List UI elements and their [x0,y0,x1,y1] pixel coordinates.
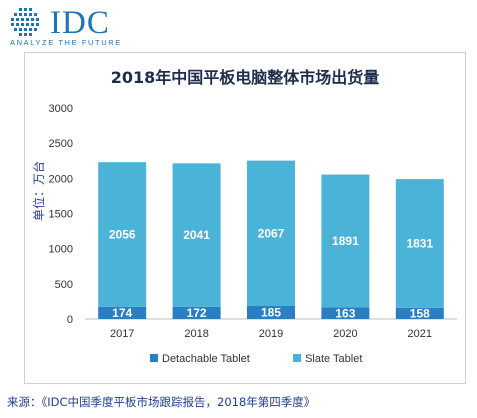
globe-logo-icon [11,8,39,36]
source-note: 来源：《IDC中国季度平板市场跟踪报告，2018年第四季度》 [7,395,316,409]
y-tick-label: 3000 [49,103,73,115]
bar-detachable-2018 [172,306,221,319]
x-axis: 2017 2018 2019 2020 2021 [110,328,432,340]
x-tick-label: 2018 [184,328,208,340]
y-tick-label: 2500 [49,138,73,150]
idc-logo: IDC ANALYZE THE FUTURE [6,4,126,48]
bar-data-label: 1831 [406,236,433,250]
bar-data-label: 174 [112,306,132,320]
bar-data-label: 163 [335,306,355,320]
legend-entry: Detachable Tablet [162,353,250,365]
legend-entry: Slate Tablet [305,353,362,365]
x-tick-label: 2017 [110,328,134,340]
bar-detachable-2019 [247,305,295,319]
bar-data-label: 2067 [258,226,285,240]
logo-wordmark: IDC [50,5,110,41]
y-tick-label: 1000 [49,244,73,256]
x-tick-label: 2021 [408,328,432,340]
bar-slate-2019 [247,160,295,306]
chart-title: 2018年中国平板电脑整体市场出货量 [111,68,380,87]
bar-data-label: 1891 [332,234,359,248]
bar-slate-2018 [172,163,221,307]
chart-panel: 2018年中国平板电脑整体市场出货量 单位：万台 0 500 1000 1500 200… [24,52,466,384]
bar-slate-2017 [98,162,147,307]
x-tick-label: 2019 [259,328,283,340]
bar-detachable-2020 [321,307,370,319]
bar-data-label: 2041 [183,228,210,242]
y-tick-label: 2000 [49,173,73,185]
x-tick-label: 2020 [333,328,357,340]
legend-swatch [293,354,302,362]
y-tick-label: 500 [55,279,73,291]
bar-detachable-2021 [395,307,444,319]
stacked-bar-chart: 2018年中国平板电脑整体市场出货量 单位：万台 0 500 1000 1500 200… [31,68,457,365]
bar-data-label: 158 [410,306,430,320]
bar-slate-2020 [321,174,370,308]
bars: 174 2056 172 2041 185 2067 163 1891 158 1831 [98,160,444,320]
bar-data-label: 185 [261,305,281,319]
bar-slate-2021 [395,179,444,308]
bar-data-label: 2056 [109,227,136,241]
legend-swatch [150,354,158,362]
y-tick-label: 1500 [49,209,73,221]
y-axis-label: 单位：万台 [31,161,46,221]
bar-data-label: 172 [187,306,207,320]
y-tick-label: 0 [67,314,73,326]
legend: Detachable Tablet Slate Tablet [150,353,362,365]
logo-tagline: ANALYZE THE FUTURE [10,38,122,47]
y-axis: 0 500 1000 1500 2000 2500 3000 [49,103,73,326]
bar-detachable-2017 [98,306,147,319]
